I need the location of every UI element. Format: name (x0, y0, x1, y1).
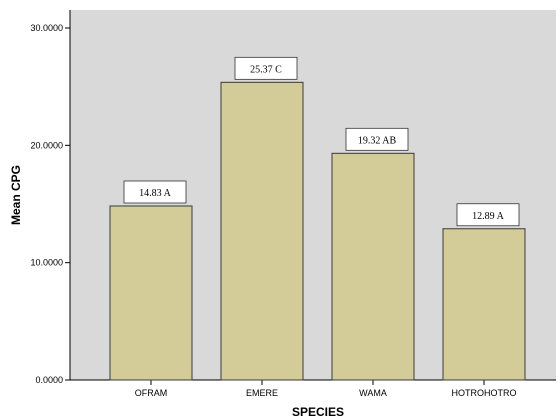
x-axis: OFRAM EMERE WAMA HOTROHOTRO (70, 380, 556, 398)
y-tick-label: 10.0000 (30, 258, 63, 268)
data-label: 12.89 A (472, 211, 504, 222)
x-tick-label: OFRAM (135, 388, 168, 398)
bar-hotrohotro (443, 229, 525, 380)
x-axis-title: SPECIES (292, 405, 344, 419)
y-tick-label: 30.0000 (30, 23, 63, 33)
bar-ofram (110, 206, 192, 380)
bar-wama (332, 153, 414, 380)
x-tick-label: EMERE (246, 388, 278, 398)
y-tick-label: 0.0000 (35, 375, 63, 385)
bar-emere (221, 82, 303, 380)
y-tick-label: 20.0000 (30, 140, 63, 150)
y-axis-title: Mean CPG (9, 165, 23, 225)
x-tick-label: WAMA (359, 388, 387, 398)
y-axis: 0.0000 10.0000 20.0000 30.0000 (30, 10, 70, 385)
data-label: 25.37 C (250, 64, 282, 75)
data-label: 14.83 A (139, 188, 171, 199)
data-label: 19.32 AB (358, 135, 397, 146)
x-tick-label: HOTROHOTRO (452, 388, 517, 398)
